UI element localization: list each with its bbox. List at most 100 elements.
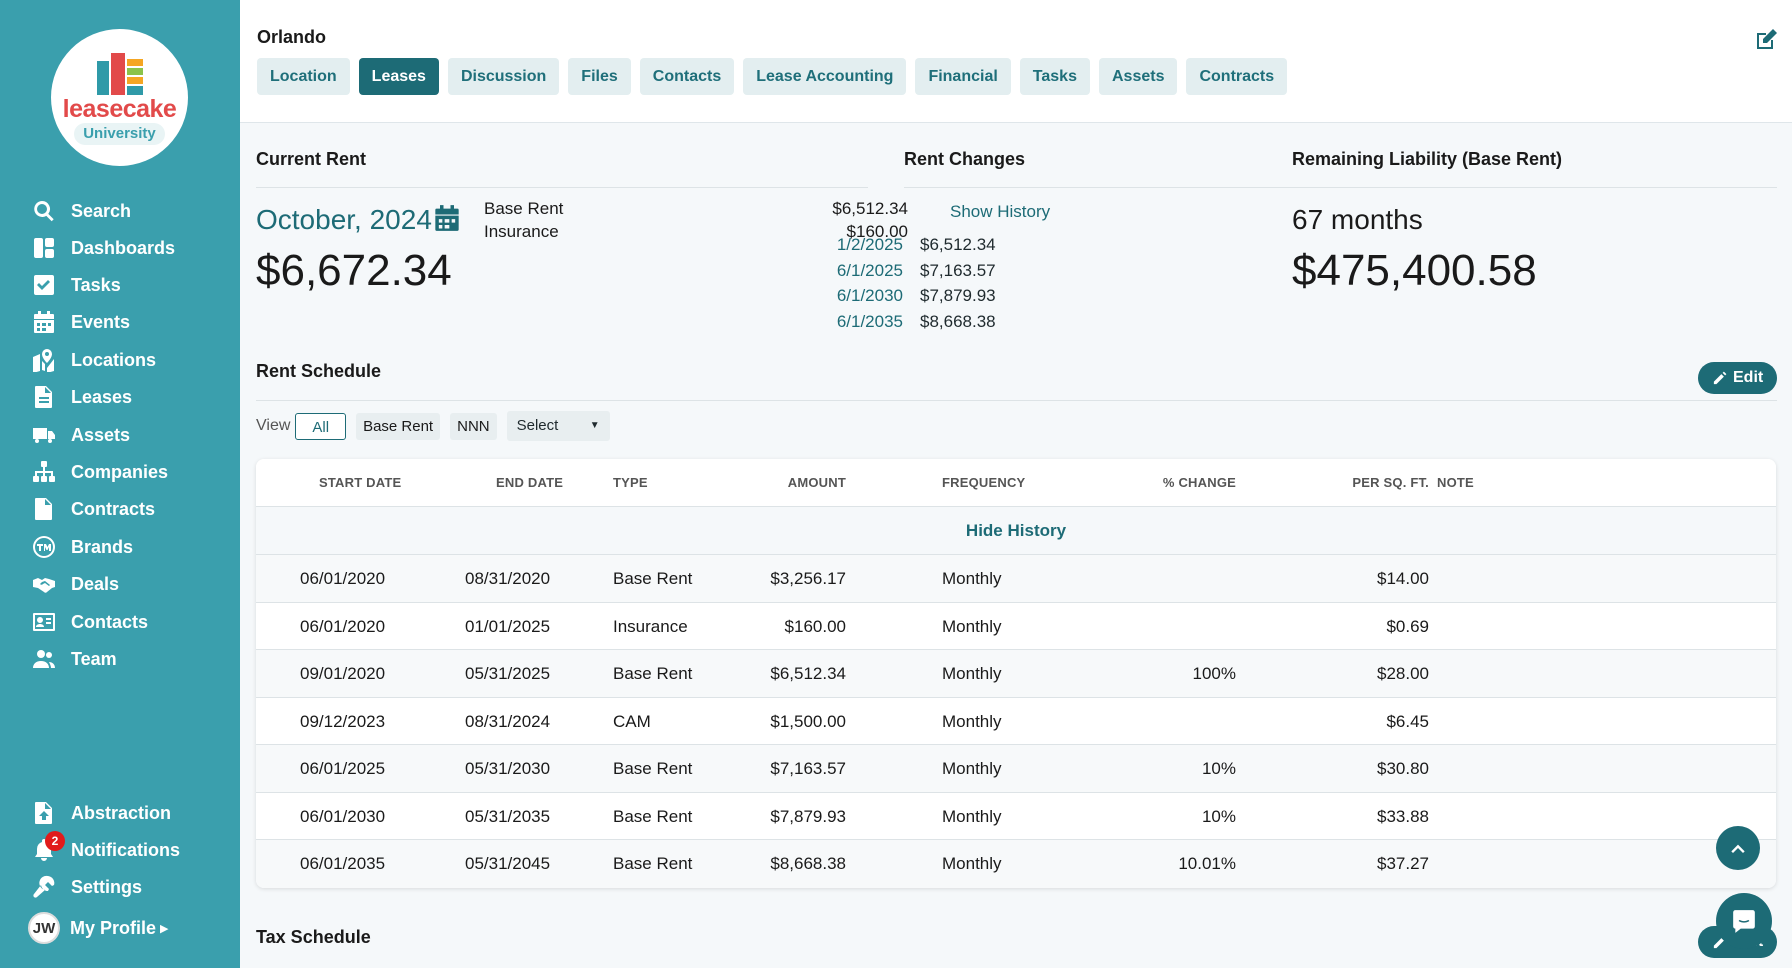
sidebar-item-tasks[interactable]: Tasks bbox=[30, 269, 121, 301]
column-header[interactable]: AMOUNT bbox=[787, 475, 846, 490]
sidebar-item-label: Notifications bbox=[71, 839, 181, 860]
table-row[interactable]: 09/12/2023 08/31/2024 CAM $1,500.00 Mont… bbox=[256, 698, 1776, 745]
page-title: Orlando bbox=[257, 27, 327, 47]
rent-line-value: $6,512.34 bbox=[832, 199, 908, 218]
table-row[interactable]: 06/01/2020 08/31/2020 Base Rent $3,256.1… bbox=[256, 555, 1776, 603]
rent-change-date[interactable]: 6/1/2035 bbox=[836, 312, 903, 331]
column-header[interactable]: START DATE bbox=[319, 475, 402, 490]
filter-base-rent[interactable]: Base Rent bbox=[356, 412, 441, 440]
sidebar-item-settings[interactable]: Settings bbox=[30, 871, 142, 903]
sidebar-item-contacts[interactable]: Contacts bbox=[30, 606, 148, 638]
sidebar-item-abstraction[interactable]: Abstraction bbox=[30, 797, 171, 829]
cell-amount: $7,163.57 bbox=[770, 759, 846, 778]
cell-per-sqft: $28.00 bbox=[1377, 664, 1429, 683]
rent-changes-heading: Rent Changes bbox=[904, 149, 1026, 169]
filter-all[interactable]: All bbox=[295, 412, 347, 440]
pencil-icon bbox=[1713, 935, 1727, 948]
view-filter-row: View All Base Rent NNN Select ▼ bbox=[256, 411, 610, 441]
filter-nnn[interactable]: NNN bbox=[450, 412, 497, 440]
document-icon bbox=[30, 383, 58, 411]
edit-location-icon[interactable] bbox=[1754, 28, 1778, 52]
select-value: Select bbox=[516, 417, 559, 434]
column-header[interactable]: PER SQ. FT. bbox=[1352, 475, 1429, 490]
table-row[interactable]: 06/01/2025 05/31/2030 Base Rent $7,163.5… bbox=[256, 745, 1776, 793]
sidebar-item-label: Contacts bbox=[71, 611, 149, 632]
sidebar-item-contracts[interactable]: Contracts bbox=[30, 493, 155, 525]
tab-location[interactable]: Location bbox=[257, 58, 350, 95]
tab-assets[interactable]: Assets bbox=[1098, 58, 1178, 95]
cell-change: 100% bbox=[1192, 664, 1236, 683]
rent-line-label: Insurance bbox=[484, 222, 559, 241]
rent-change-amount: $6,512.34 bbox=[920, 235, 996, 254]
sidebar-item-label: Search bbox=[71, 200, 132, 221]
logo[interactable]: leasecake University bbox=[51, 29, 188, 166]
sidebar-item-label: Dashboards bbox=[71, 237, 176, 258]
rent-change-date[interactable]: 1/2/2025 bbox=[836, 235, 903, 254]
tab-files[interactable]: Files bbox=[568, 58, 631, 95]
sidebar-item-brands[interactable]: Brands bbox=[30, 531, 133, 563]
column-header[interactable]: END DATE bbox=[496, 475, 564, 490]
cell-end-date: 05/31/2025 bbox=[465, 664, 551, 683]
cell-type: Base Rent bbox=[613, 854, 693, 873]
rent-change-date[interactable]: 6/1/2030 bbox=[836, 286, 903, 305]
rent-line-value: $160.00 bbox=[846, 222, 908, 241]
sidebar-item-label: Leases bbox=[71, 386, 133, 407]
sidebar-item-assets[interactable]: Assets bbox=[30, 419, 130, 451]
sidebar-item-locations[interactable]: Locations bbox=[30, 344, 156, 376]
tab-discussion[interactable]: Discussion bbox=[447, 58, 560, 95]
trademark-icon bbox=[30, 533, 58, 561]
sidebar-item-team[interactable]: Team bbox=[30, 643, 117, 675]
logo-wordmark: leasecake bbox=[62, 95, 177, 123]
sidebar-item-search[interactable]: Search bbox=[30, 195, 131, 227]
liability-amount: $475,400.58 bbox=[1292, 246, 1537, 295]
scroll-to-top-button[interactable] bbox=[1716, 826, 1760, 870]
tab-tasks[interactable]: Tasks bbox=[1019, 58, 1090, 95]
rent-schedule-edit-button[interactable]: Edit bbox=[1698, 362, 1778, 394]
column-header[interactable]: NOTE bbox=[1437, 475, 1474, 490]
sidebar-item-deals[interactable]: Deals bbox=[30, 568, 119, 600]
table-row[interactable]: 09/01/2020 05/31/2025 Base Rent $6,512.3… bbox=[256, 650, 1776, 698]
chevron-up-icon bbox=[1731, 844, 1745, 853]
cell-frequency: Monthly bbox=[942, 616, 1002, 636]
sidebar-item-profile[interactable]: JW My Profile ▶ bbox=[28, 912, 169, 944]
sidebar-item-leases[interactable]: Leases bbox=[30, 381, 132, 413]
rent-change-row: 6/1/2035 $8,668.38 bbox=[810, 312, 996, 332]
caret-right-icon: ▶ bbox=[160, 922, 169, 935]
rent-change-date[interactable]: 6/1/2025 bbox=[836, 261, 903, 280]
divider bbox=[256, 187, 868, 188]
tab-leases[interactable]: Leases bbox=[358, 58, 439, 95]
column-header[interactable]: TYPE bbox=[613, 475, 648, 490]
view-select[interactable]: Select ▼ bbox=[506, 411, 610, 441]
sidebar-item-notifications[interactable]: 2 Notifications bbox=[30, 831, 181, 866]
contract-icon bbox=[30, 495, 58, 523]
cell-change: 10% bbox=[1201, 759, 1236, 778]
rent-change-row: 1/2/2025 $6,512.34 bbox=[810, 235, 996, 255]
cell-start-date: 06/01/2020 bbox=[300, 616, 386, 636]
logo-badge: University bbox=[74, 123, 165, 145]
sidebar-item-companies[interactable]: Companies bbox=[30, 456, 168, 488]
cell-amount: $160.00 bbox=[784, 616, 846, 636]
table-row[interactable]: 06/01/2030 05/31/2035 Base Rent $7,879.9… bbox=[256, 793, 1776, 840]
table-row[interactable]: 06/01/2035 05/31/2045 Base Rent $8,668.3… bbox=[256, 840, 1776, 888]
chat-launcher-button[interactable] bbox=[1716, 893, 1772, 949]
pencil-icon bbox=[1713, 371, 1727, 384]
chat-icon bbox=[1733, 910, 1755, 933]
tab-contracts[interactable]: Contracts bbox=[1186, 58, 1288, 95]
hide-history-link[interactable]: Hide History bbox=[256, 507, 1776, 555]
calendar-icon[interactable] bbox=[433, 204, 461, 232]
search-icon bbox=[30, 197, 58, 225]
bell-icon: 2 bbox=[30, 831, 65, 864]
column-header[interactable]: % CHANGE bbox=[1162, 475, 1236, 490]
sidebar-item-label: Assets bbox=[71, 424, 131, 445]
rent-change-row: 6/1/2025 $7,163.57 bbox=[810, 261, 996, 281]
sidebar-item-dashboards[interactable]: Dashboards bbox=[30, 232, 175, 264]
tab-contacts[interactable]: Contacts bbox=[639, 58, 735, 95]
cell-frequency: Monthly bbox=[942, 711, 1002, 731]
table-row[interactable]: 06/01/2020 01/01/2025 Insurance $160.00 … bbox=[256, 603, 1776, 650]
sidebar-item-events[interactable]: Events bbox=[30, 306, 130, 338]
show-history-link[interactable]: Show History bbox=[950, 202, 1051, 221]
column-header[interactable]: FREQUENCY bbox=[942, 475, 1026, 490]
sidebar-item-label: My Profile bbox=[70, 917, 157, 938]
tab-lease-accounting[interactable]: Lease Accounting bbox=[743, 58, 907, 95]
tab-financial[interactable]: Financial bbox=[915, 58, 1011, 95]
